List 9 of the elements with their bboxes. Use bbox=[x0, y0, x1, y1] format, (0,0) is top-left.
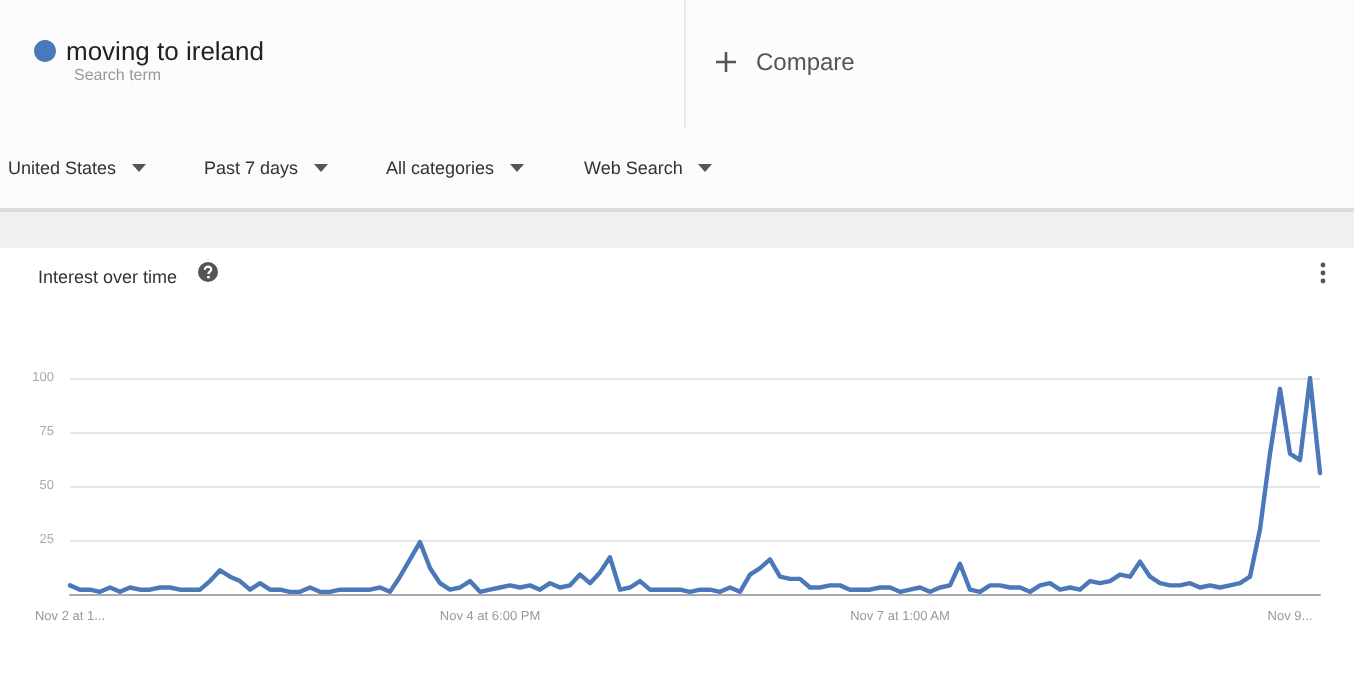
line-series bbox=[67, 375, 1323, 595]
text: Compare bbox=[756, 48, 855, 76]
legend-label: moving to ireland bbox=[66, 36, 264, 66]
text: Past 7 days bbox=[204, 158, 299, 178]
text: All categories bbox=[386, 158, 495, 178]
chart-title: Interest over time bbox=[38, 267, 178, 287]
text: Web Search bbox=[584, 158, 683, 178]
text: United States bbox=[8, 158, 117, 178]
text: Search term bbox=[74, 66, 162, 84]
